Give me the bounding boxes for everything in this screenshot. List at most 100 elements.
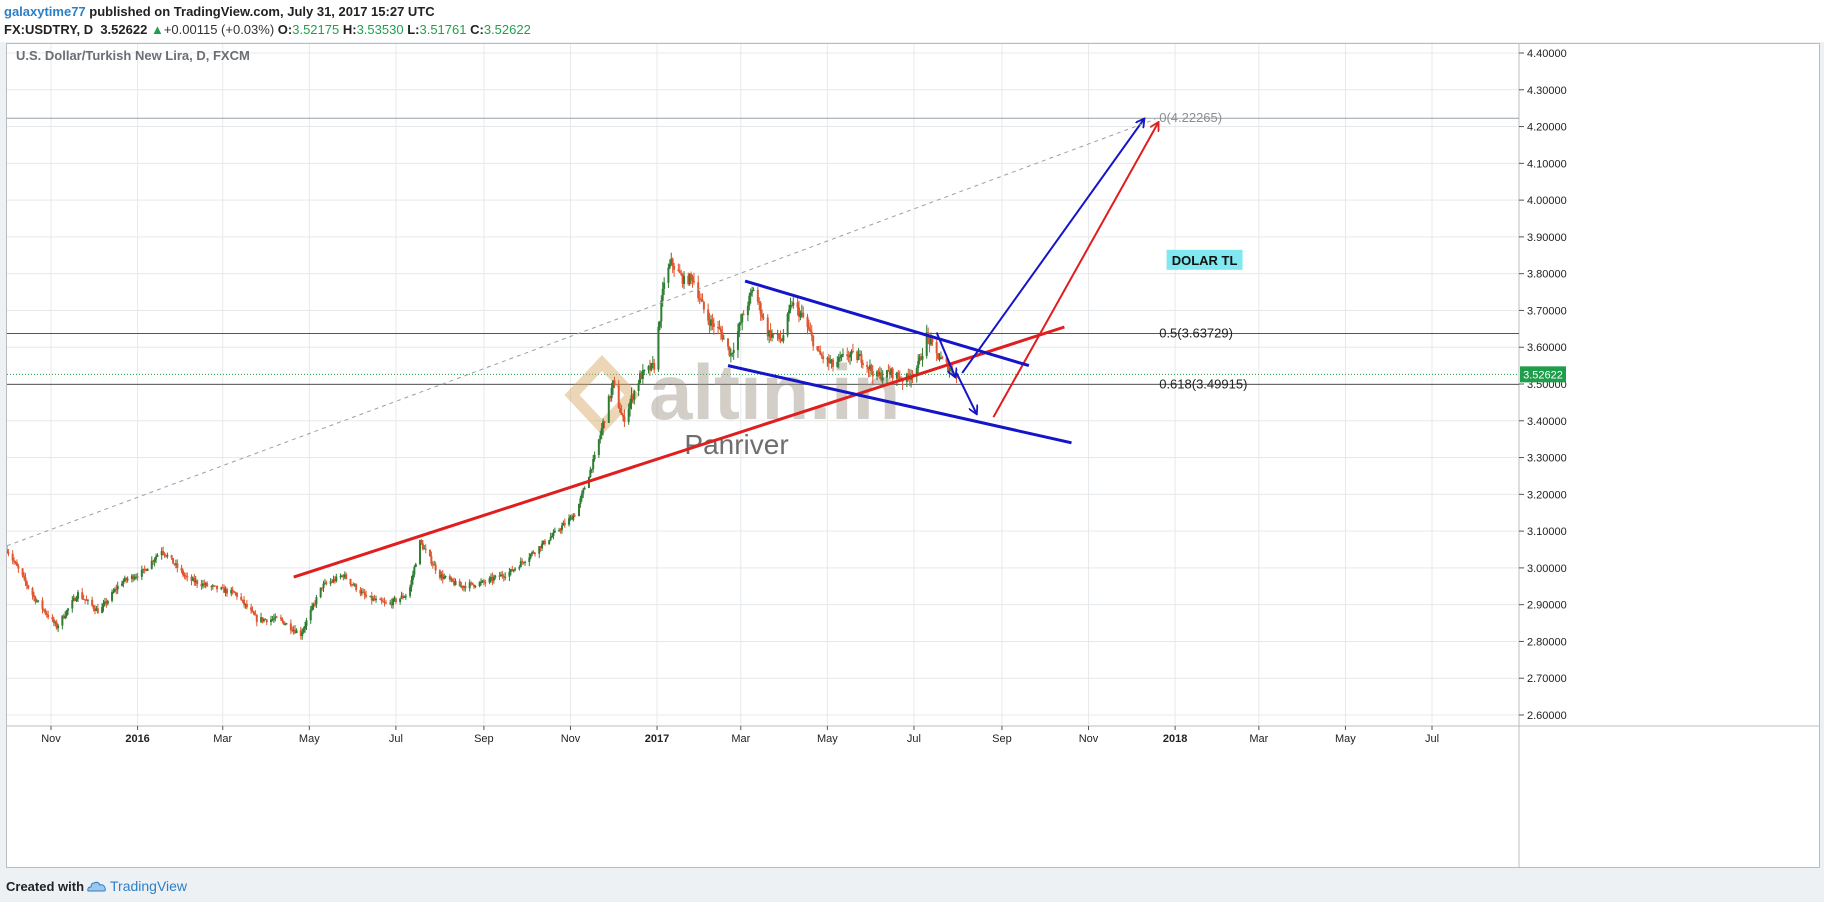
candle-body [931, 339, 934, 342]
candle-body [454, 580, 457, 585]
candle-body [671, 258, 674, 266]
candle-body [524, 561, 527, 563]
price-axis[interactable]: 4.40000 4.30000 4.20000 4.10000 4.00000 3.900… [1519, 48, 1567, 722]
up-triangle-icon: ▲ [150, 22, 164, 37]
candle-body [409, 587, 412, 596]
candle-body [250, 607, 253, 611]
y-tick-label: 4.30000 [1527, 85, 1567, 97]
grid [7, 44, 1519, 726]
x-tick-label: Mar [731, 733, 750, 745]
candle-body [106, 600, 109, 604]
candle-body [474, 586, 477, 588]
candle-body [727, 338, 730, 347]
candle-body [305, 620, 308, 626]
candle-body [690, 273, 693, 277]
author-link[interactable]: galaxytime77 [4, 4, 86, 19]
blue-lower-channel[interactable] [727, 364, 1072, 445]
candle-body [82, 598, 85, 600]
blue-up-arrow[interactable] [961, 119, 1144, 374]
candle-body [600, 428, 603, 436]
candle-body [120, 583, 123, 586]
dashed-fib-trend[interactable] [7, 118, 1156, 547]
candle-body [691, 276, 694, 281]
candle-body [81, 592, 84, 599]
candle-body [27, 585, 30, 589]
candle-body [822, 356, 825, 360]
candle-body [680, 273, 683, 275]
candle-body [221, 587, 224, 589]
x-tick-label: Sep [992, 733, 1012, 745]
candle-body [183, 574, 186, 576]
candle-body [799, 312, 802, 317]
candle-body [583, 488, 586, 490]
candle-body [698, 298, 701, 300]
candle-body [54, 622, 57, 624]
candle-body [612, 380, 615, 388]
candle-body [262, 619, 265, 622]
open-label: O: [277, 22, 293, 37]
candle-body [817, 350, 820, 352]
red-trend-line[interactable] [293, 325, 1065, 579]
x-tick-label: Jul [1425, 733, 1439, 745]
candle-body [819, 350, 822, 355]
candle-body [945, 357, 948, 363]
blue-small-arrow[interactable] [935, 332, 955, 377]
dolar-tl-label[interactable]: DOLAR TL [1172, 253, 1238, 268]
candle-body [589, 469, 592, 477]
y-tick-label: 3.30000 [1527, 453, 1567, 465]
candle-body [403, 596, 406, 598]
candle-body [251, 610, 254, 612]
candle-body [333, 579, 336, 582]
candle-body [434, 564, 437, 571]
candle-body [579, 498, 582, 505]
low-label: L: [407, 22, 420, 37]
red-projection-arrow[interactable] [992, 123, 1158, 418]
candlestick-series[interactable] [7, 252, 958, 640]
blue-down-arrow[interactable] [955, 372, 977, 413]
candle-body [499, 574, 502, 577]
candle-body [142, 568, 145, 570]
candle-body [312, 604, 315, 606]
candle-body [471, 582, 474, 585]
candle-body [810, 331, 813, 336]
candle-body [788, 309, 791, 314]
candle-body [17, 565, 20, 569]
candle-body [13, 560, 16, 562]
candle-body [816, 346, 819, 351]
candle-body [758, 301, 761, 303]
candle-body [480, 581, 483, 583]
candle-body [617, 385, 620, 409]
candle-body [548, 540, 551, 545]
candle-body [370, 595, 373, 601]
candle-body [780, 339, 783, 342]
candle-body [345, 574, 348, 579]
tradingview-link[interactable]: TradingView [110, 878, 188, 894]
candle-body [332, 579, 335, 582]
candle-body [498, 575, 501, 577]
tradingview-cloud-icon [87, 881, 106, 892]
candle-body [464, 586, 467, 589]
candle-body [478, 582, 481, 587]
candle-body [796, 302, 799, 308]
plot-area: altın.inPanriver0(4.22265)0.5(3.63729)0.… [7, 110, 1519, 640]
candle-body [384, 602, 387, 604]
y-tick-label: 2.70000 [1527, 673, 1567, 685]
candle-body [264, 619, 267, 621]
candle-body [420, 540, 423, 544]
blue-upper-channel[interactable] [744, 279, 1030, 368]
candle-body [885, 370, 888, 378]
candle-body [115, 589, 118, 591]
candle-body [492, 577, 495, 581]
current-price-badge [1520, 366, 1566, 383]
time-axis[interactable]: Nov 2016 Mar May Jul Sep Nov 2017 Mar May Jul Sep No… [41, 726, 1439, 745]
candle-body [647, 366, 650, 370]
candle-body [322, 583, 325, 589]
price-chart[interactable]: altın.inPanriver0(4.22265)0.5(3.63729)0.… [7, 44, 1819, 867]
candle-body [759, 302, 762, 315]
candle-body [240, 596, 243, 600]
candle-body [568, 518, 571, 525]
candle-body [369, 595, 372, 597]
candle-body [343, 574, 346, 578]
candle-body [184, 575, 187, 577]
chart-panel[interactable]: altın.in Panriver 0(4.22265) 0.5(3.63729) 0.… [6, 43, 1820, 868]
